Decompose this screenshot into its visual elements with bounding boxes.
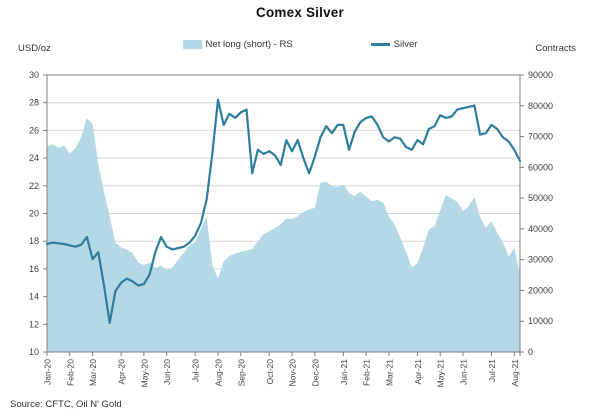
svg-text:Aug-21: Aug-21 xyxy=(510,359,520,387)
svg-text:Apr-20: Apr-20 xyxy=(117,359,127,385)
svg-text:26: 26 xyxy=(29,125,39,135)
svg-text:12: 12 xyxy=(29,319,39,329)
svg-text:Dec-20: Dec-20 xyxy=(310,359,320,387)
svg-text:May-21: May-21 xyxy=(436,359,446,388)
svg-text:0: 0 xyxy=(528,347,533,357)
svg-text:Mar-20: Mar-20 xyxy=(88,359,98,386)
svg-text:80000: 80000 xyxy=(528,101,553,111)
svg-text:Aug-20: Aug-20 xyxy=(213,359,223,387)
svg-text:Jul-21: Jul-21 xyxy=(487,359,497,382)
svg-text:14: 14 xyxy=(29,292,39,302)
svg-text:50000: 50000 xyxy=(528,193,553,203)
area-swatch-icon xyxy=(182,40,202,49)
svg-text:Feb-21: Feb-21 xyxy=(362,359,372,386)
svg-text:28: 28 xyxy=(29,98,39,108)
right-axis-unit-label: Contracts xyxy=(535,43,576,54)
source-note: Source: CFTC, Oil N' Gold xyxy=(10,399,122,410)
svg-text:18: 18 xyxy=(29,236,39,246)
left-axis-unit-label: USD/oz xyxy=(18,43,51,54)
svg-text:Jan-21: Jan-21 xyxy=(339,359,349,385)
svg-text:Nov-20: Nov-20 xyxy=(288,359,298,387)
svg-text:24: 24 xyxy=(29,153,39,163)
x-axis: Jan-20 Feb-20 Mar-20 Apr-20 May-20 Jun-20 Jul-… xyxy=(43,352,521,387)
svg-text:40000: 40000 xyxy=(528,224,553,234)
svg-text:30000: 30000 xyxy=(528,255,553,265)
svg-text:90000: 90000 xyxy=(528,70,553,80)
legend-label-net-long: Net long (short) - RS xyxy=(205,39,293,50)
svg-text:20000: 20000 xyxy=(528,285,553,295)
silver-line-series xyxy=(45,98,522,324)
svg-text:22: 22 xyxy=(29,181,39,191)
svg-text:Feb-20: Feb-20 xyxy=(65,359,75,386)
svg-text:20: 20 xyxy=(29,209,39,219)
svg-text:Jul-20: Jul-20 xyxy=(191,359,201,382)
svg-text:10000: 10000 xyxy=(528,316,553,326)
chart-title: Comex Silver xyxy=(256,5,344,20)
svg-text:Mar-21: Mar-21 xyxy=(384,359,394,386)
svg-text:May-20: May-20 xyxy=(139,359,149,388)
legend-item-net-long: Net long (short) - RS xyxy=(182,39,293,50)
svg-text:70000: 70000 xyxy=(528,132,553,142)
svg-text:Jun-21: Jun-21 xyxy=(459,359,469,385)
svg-text:Apr-21: Apr-21 xyxy=(413,359,423,385)
svg-text:Oct-20: Oct-20 xyxy=(265,359,275,385)
svg-text:Jun-20: Jun-20 xyxy=(162,359,172,385)
right-axis: 0 10000 20000 30000 40000 50000 60000 70000 8000… xyxy=(520,70,553,357)
net-long-area-series xyxy=(47,118,520,352)
svg-text:Sep-20: Sep-20 xyxy=(236,359,246,387)
line-swatch-icon xyxy=(370,43,390,46)
svg-text:10: 10 xyxy=(29,347,39,357)
svg-text:Jan-20: Jan-20 xyxy=(43,359,53,385)
svg-text:60000: 60000 xyxy=(528,162,553,172)
svg-text:16: 16 xyxy=(29,264,39,274)
left-axis: 10 12 14 16 18 20 22 24 26 28 30 xyxy=(29,70,47,357)
svg-text:30: 30 xyxy=(29,70,39,80)
legend-item-silver: Silver xyxy=(370,39,418,50)
legend: Net long (short) - RS Silver xyxy=(0,39,600,50)
legend-label-silver: Silver xyxy=(393,39,418,50)
